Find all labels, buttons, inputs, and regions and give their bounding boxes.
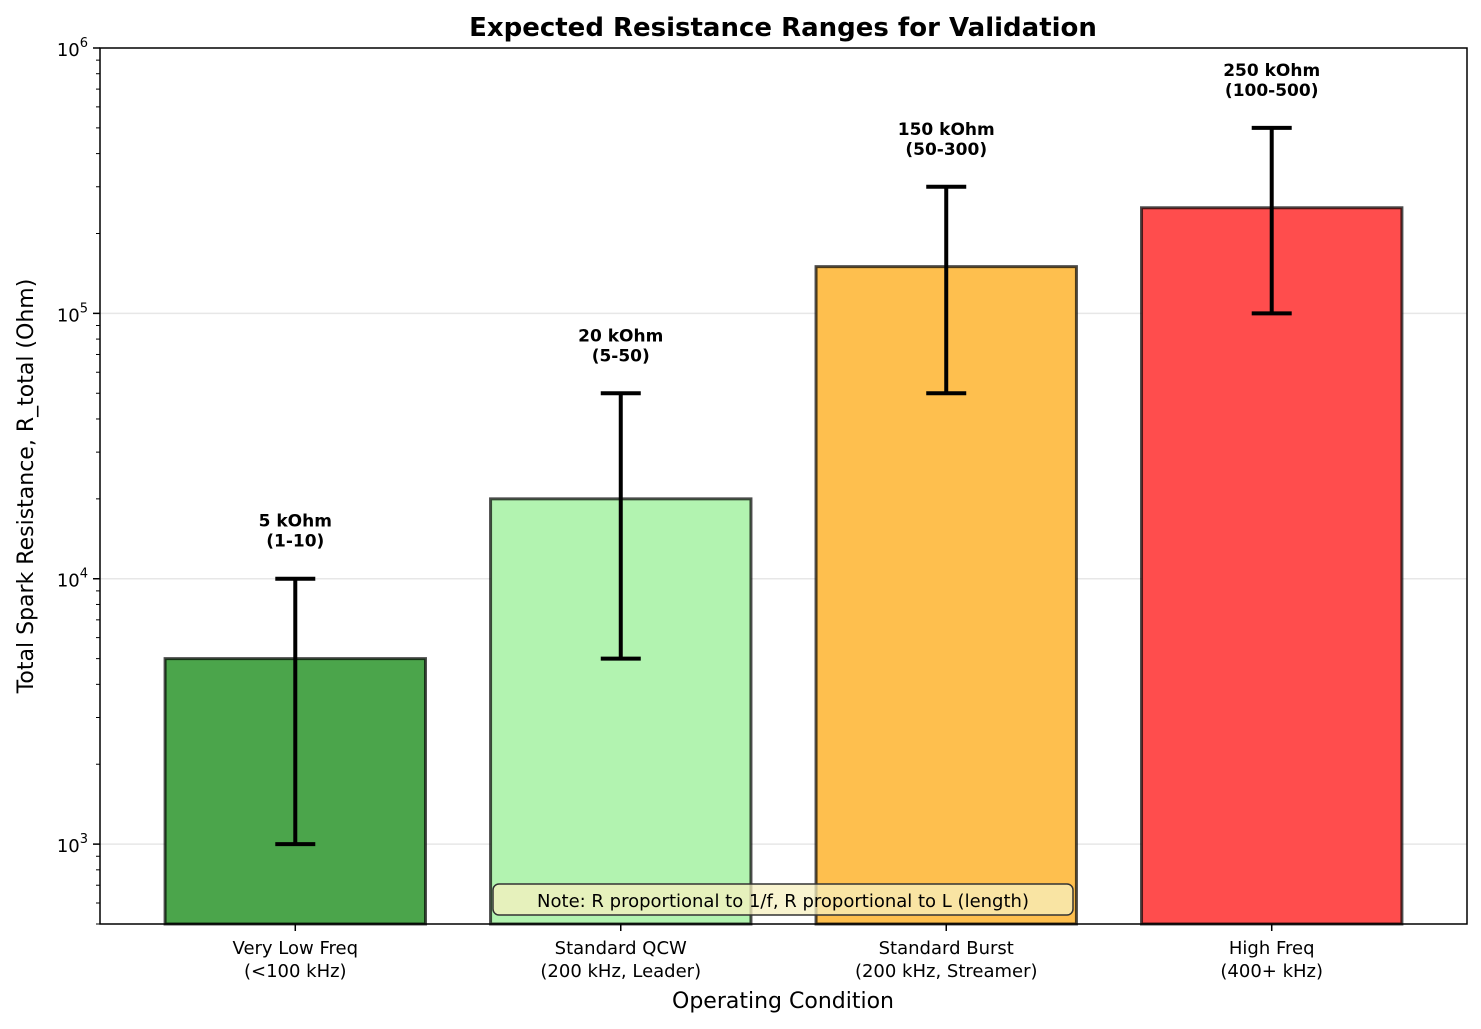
x-tick-label-sub: (200 kHz, Leader)	[540, 961, 701, 982]
x-tick-label: Standard Burst	[879, 938, 1014, 959]
x-axis-label: Operating Condition	[672, 989, 894, 1014]
plot-frame	[99, 47, 1468, 925]
data-label-range: (1-10)	[266, 532, 324, 552]
x-tick-label: High Freq	[1229, 938, 1315, 959]
x-tick-label-sub: (<100 kHz)	[244, 961, 347, 982]
note-box: Note: R proportional to 1/f, R proportio…	[492, 883, 1074, 916]
y-tick-label: 103	[57, 832, 88, 857]
x-tick-label-sub: (400+ kHz)	[1220, 961, 1323, 982]
x-tick-label: Very Low Freq	[233, 938, 358, 959]
data-label: 20 kOhm	[578, 326, 663, 346]
x-tick-label-sub: (200 kHz, Streamer)	[855, 961, 1038, 982]
bar	[1140, 206, 1404, 926]
note-text: Note: R proportional to 1/f, R proportio…	[537, 891, 1029, 912]
y-tick-label: 106	[57, 36, 88, 61]
x-tick-label: Standard QCW	[555, 938, 687, 959]
chart-title: Expected Resistance Ranges for Validatio…	[469, 13, 1097, 43]
data-label-range: (50-300)	[905, 140, 987, 160]
y-tick-label: 105	[57, 301, 88, 326]
data-label-range: (100-500)	[1225, 81, 1319, 101]
data-label: 150 kOhm	[898, 120, 995, 140]
y-axis-label: Total Spark Resistance, R_total (Ohm)	[14, 279, 39, 695]
y-tick-label: 104	[57, 567, 88, 592]
data-label: 5 kOhm	[259, 512, 332, 532]
data-label-range: (5-50)	[592, 346, 650, 366]
data-label: 250 kOhm	[1223, 61, 1320, 81]
